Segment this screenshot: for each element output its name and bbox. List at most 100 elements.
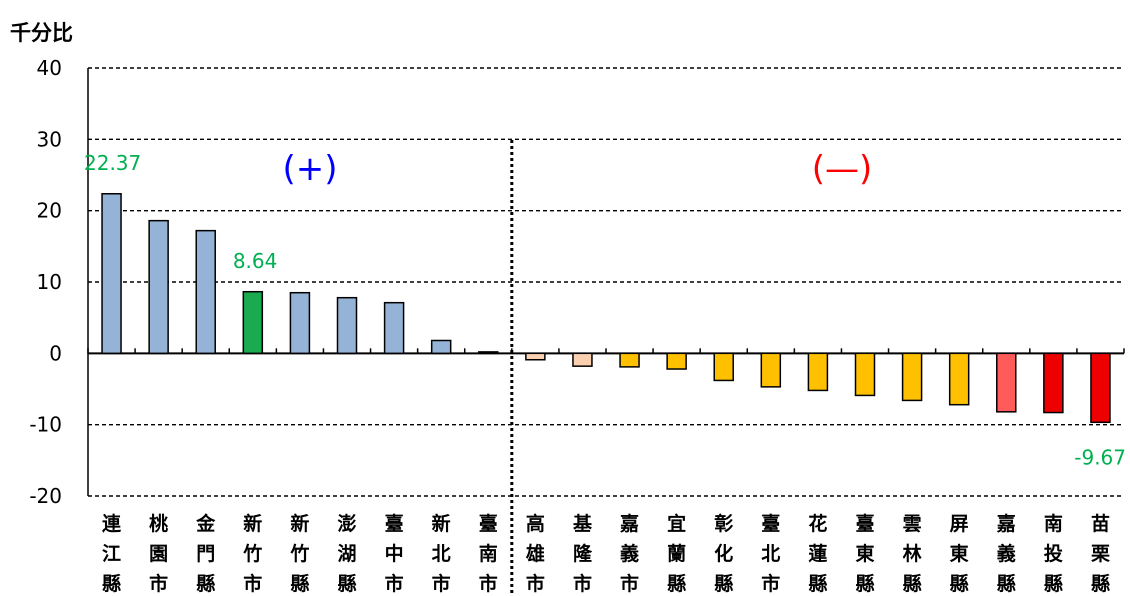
y-tick-label: 30: [37, 127, 62, 151]
category-label-連江縣: 縣: [102, 573, 121, 595]
category-label-嘉義縣: 嘉: [996, 513, 1016, 535]
category-label-臺北市: 臺: [761, 512, 780, 535]
y-axis-label: 千分比: [10, 21, 73, 45]
bar-新竹市: [242, 290, 264, 355]
category-label-苗栗縣: 苗: [1091, 513, 1110, 535]
y-tick-label: 40: [37, 56, 62, 80]
category-label-南投縣: 投: [1044, 542, 1063, 565]
category-label-臺南市: 市: [479, 572, 498, 595]
category-label-臺南市: 臺: [479, 512, 498, 535]
bar-基隆市: [572, 352, 593, 367]
category-label-金門縣: 門: [196, 543, 215, 565]
category-label-連江縣: 江: [102, 543, 121, 565]
category-label-金門縣: 金: [195, 512, 216, 535]
category-label-桃園市: 市: [149, 572, 168, 595]
category-label-桃園市: 園: [149, 543, 168, 565]
bar-臺中市: [383, 301, 405, 355]
y-tick-label: 10: [37, 270, 62, 294]
category-label-新北市: 新: [432, 512, 451, 535]
category-label-宜蘭縣: 縣: [667, 573, 686, 595]
grid-lines: [88, 67, 1124, 497]
category-label-彰化縣: 彰: [714, 512, 733, 535]
category-label-嘉義縣: 縣: [997, 573, 1016, 595]
category-label-臺北市: 市: [761, 572, 780, 595]
bar-連江縣: [101, 193, 122, 355]
category-label-澎湖縣: 澎: [337, 512, 356, 535]
category-label-連江縣: 連: [102, 512, 122, 535]
value-annotation: 22.37: [84, 151, 141, 175]
category-label-南投縣: 縣: [1044, 573, 1063, 595]
bar-苗栗縣: [1090, 352, 1111, 424]
category-label-雲林縣: 雲: [903, 513, 922, 535]
category-label-雲林縣: 縣: [903, 573, 922, 595]
category-label-苗栗縣: 縣: [1091, 573, 1110, 595]
bar-嘉義市: [619, 352, 640, 368]
category-label-澎湖縣: 湖: [337, 543, 356, 565]
category-label-新竹縣: 竹: [289, 542, 309, 565]
category-label-臺中市: 臺: [385, 512, 404, 535]
category-label-嘉義縣: 義: [997, 542, 1016, 565]
category-label-花蓮縣: 花: [808, 512, 827, 535]
group-label: (+): [282, 149, 337, 189]
category-label-花蓮縣: 縣: [808, 573, 827, 595]
category-label-彰化縣: 縣: [714, 573, 733, 595]
bar-臺北市: [760, 352, 782, 388]
category-label-基隆市: 隆: [573, 542, 593, 565]
category-label-嘉義市: 嘉: [619, 513, 639, 535]
category-label-苗栗縣: 栗: [1091, 543, 1110, 565]
bar-新竹縣: [289, 291, 311, 355]
category-label-基隆市: 市: [573, 572, 592, 595]
value-annotation: -9.67: [1074, 445, 1126, 469]
bars: [101, 193, 1111, 424]
category-label-臺中市: 中: [385, 542, 404, 565]
category-label-南投縣: 南: [1044, 513, 1063, 535]
category-label-新北市: 北: [432, 543, 451, 565]
bar-彰化縣: [713, 352, 734, 382]
value-annotation: 8.64: [233, 249, 278, 273]
bar-金門縣: [195, 229, 216, 355]
category-label-花蓮縣: 蓮: [808, 543, 827, 565]
bar-花蓮縣: [807, 352, 829, 392]
bar-宜蘭縣: [666, 352, 687, 370]
bar-桃園市: [148, 219, 169, 355]
bar-嘉義縣: [996, 352, 1017, 413]
category-label-金門縣: 縣: [196, 573, 215, 595]
category-label-桃園市: 桃: [149, 512, 168, 535]
category-label-雲林縣: 林: [903, 542, 922, 565]
y-tick-label: -20: [29, 484, 62, 508]
bar-屏東縣: [948, 352, 970, 406]
category-label-彰化縣: 化: [714, 542, 733, 565]
category-label-臺中市: 市: [385, 572, 404, 595]
category-label-屏東縣: 縣: [950, 573, 969, 595]
category-label-高雄市: 雄: [525, 542, 545, 565]
bar-雲林縣: [901, 352, 923, 402]
bar-臺南市: [478, 351, 499, 355]
category-label-嘉義市: 市: [620, 572, 639, 595]
category-label-新竹市: 竹: [242, 542, 262, 565]
category-label-臺北市: 北: [761, 543, 780, 565]
category-label-新竹縣: 縣: [290, 573, 309, 595]
bar-新北市: [430, 339, 452, 355]
category-label-高雄市: 高: [526, 512, 545, 535]
bar-澎湖縣: [336, 296, 358, 355]
category-label-高雄市: 市: [526, 572, 545, 595]
bar-南投縣: [1043, 352, 1064, 414]
category-label-新竹市: 市: [243, 572, 262, 595]
category-label-屏東縣: 東: [950, 542, 969, 565]
category-label-宜蘭縣: 宜: [667, 512, 686, 535]
category-label-臺南市: 南: [479, 543, 498, 565]
category-label-臺東縣: 縣: [855, 573, 874, 595]
y-tick-label: -10: [29, 413, 62, 437]
category-label-宜蘭縣: 蘭: [667, 543, 686, 565]
bar-高雄市: [525, 352, 546, 361]
category-label-基隆市: 基: [572, 512, 593, 535]
y-tick-label: 20: [37, 199, 62, 223]
category-label-臺東縣: 東: [855, 542, 874, 565]
category-label-嘉義市: 義: [620, 542, 639, 565]
group-label: (—): [812, 149, 873, 189]
y-tick-label: 0: [49, 341, 62, 365]
bar-臺東縣: [854, 352, 876, 397]
labels: -20 -10 0 10 20 30 40 連江縣 桃園市 金門縣 新竹市 新竹縣 澎湖縣 臺中市 新北市 臺…: [29, 56, 1126, 595]
category-label-新竹縣: 新: [290, 512, 309, 535]
